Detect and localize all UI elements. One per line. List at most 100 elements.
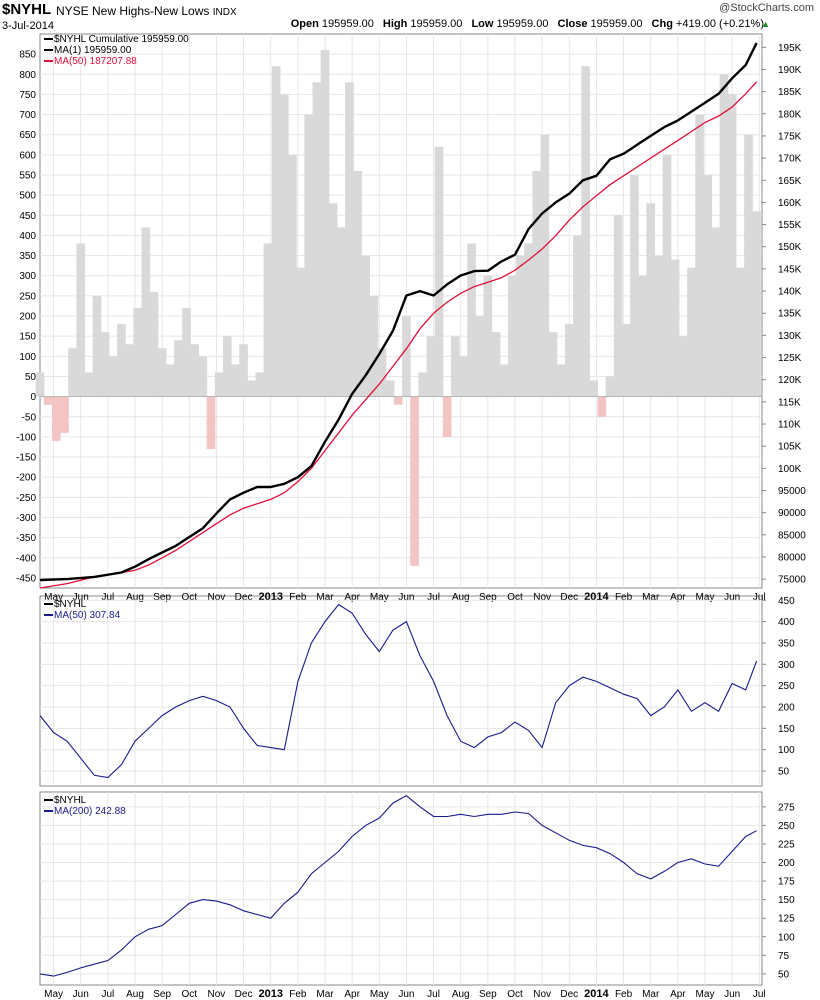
nyhl-bar bbox=[450, 336, 460, 397]
right-tick-label: 450 bbox=[778, 596, 795, 607]
nyhl-bar bbox=[182, 307, 191, 397]
quote-summary: Open 195959.00 High 195959.00 Low 195959.00… bbox=[285, 18, 764, 30]
nyhl-bar bbox=[540, 134, 550, 397]
nyhl-bar bbox=[442, 396, 452, 437]
right-tick-label: 100 bbox=[778, 932, 795, 943]
nyhl-bar bbox=[581, 66, 590, 397]
x-tick-label: Jun bbox=[398, 989, 414, 1000]
right-tick-label: 250 bbox=[778, 821, 795, 832]
x-tick-label: 2013 bbox=[258, 988, 282, 1000]
x-tick-label: Sep bbox=[479, 592, 497, 603]
right-tick-label: 85000 bbox=[778, 530, 806, 541]
nyhl-bar bbox=[125, 344, 134, 397]
nyhl-bar bbox=[630, 175, 639, 397]
right-tick-label: 170K bbox=[778, 154, 802, 165]
x-tick-label: Aug bbox=[126, 989, 144, 1000]
open-value: 195959.00 bbox=[321, 18, 374, 30]
right-tick-label: 50 bbox=[778, 969, 790, 980]
nyhl-bar bbox=[752, 211, 761, 397]
x-tick-label: Dec bbox=[235, 989, 253, 1000]
nyhl-bar bbox=[516, 255, 525, 397]
nyhl-bar bbox=[304, 114, 314, 397]
nyhl-bar bbox=[271, 66, 281, 397]
x-tick-label: Mar bbox=[642, 592, 660, 603]
x-tick-label: Jul bbox=[427, 592, 440, 603]
chg-value: +419.00 (+0.21%) bbox=[675, 18, 764, 30]
right-tick-label: 80000 bbox=[778, 552, 806, 563]
nyhl-bar bbox=[711, 227, 721, 397]
left-tick-label: 250 bbox=[19, 291, 36, 302]
x-tick-label: Nov bbox=[533, 989, 551, 1000]
left-tick-label: -50 bbox=[22, 412, 37, 423]
nyhl-bar bbox=[703, 175, 713, 397]
right-tick-label: 105K bbox=[778, 442, 802, 453]
x-tick-label: Feb bbox=[615, 989, 633, 1000]
nyhl-bar bbox=[638, 275, 647, 397]
left-tick-label: -100 bbox=[16, 432, 36, 443]
nyhl-bar bbox=[507, 275, 517, 397]
legend-label: $NYHL bbox=[54, 599, 87, 610]
nyhl-bar bbox=[108, 356, 118, 397]
nyhl-bar bbox=[719, 74, 729, 397]
x-tick-label: Dec bbox=[560, 592, 578, 603]
nyhl-bar bbox=[369, 295, 379, 397]
right-tick-label: 400 bbox=[778, 617, 795, 628]
nyhl-bar bbox=[174, 340, 183, 397]
right-tick-label: 200 bbox=[778, 703, 795, 714]
nyhl-bar bbox=[336, 227, 346, 397]
x-tick-label: Feb bbox=[289, 592, 307, 603]
x-tick-label: Oct bbox=[182, 592, 198, 603]
right-tick-label: 125 bbox=[778, 914, 795, 925]
left-tick-label: 200 bbox=[19, 312, 36, 323]
x-tick-label: Apr bbox=[670, 592, 686, 603]
nyhl-bar bbox=[117, 324, 126, 397]
left-tick-label: 550 bbox=[19, 171, 36, 182]
right-tick-label: 150K bbox=[778, 242, 802, 253]
nyhl-bar bbox=[328, 203, 338, 397]
right-tick-label: 75000 bbox=[778, 575, 806, 586]
x-tick-label: Sep bbox=[153, 592, 171, 603]
nyhl-bar bbox=[410, 396, 419, 566]
symbol: $NYHL bbox=[2, 1, 52, 18]
nyhl-bar bbox=[467, 243, 476, 397]
nyhl-bar bbox=[556, 364, 566, 397]
x-tick-label: Jun bbox=[724, 989, 740, 1000]
nyhl-bar bbox=[621, 324, 631, 397]
x-tick-label: Nov bbox=[208, 592, 226, 603]
low-value: 195959.00 bbox=[496, 18, 549, 30]
left-tick-label: -250 bbox=[16, 493, 36, 504]
nyhl-bar bbox=[222, 336, 232, 397]
nyhl-bar bbox=[288, 154, 297, 397]
nyhl-bar bbox=[68, 348, 77, 397]
nyhl-bar bbox=[320, 50, 330, 397]
x-tick-label: Feb bbox=[289, 989, 307, 1000]
right-tick-label: 180K bbox=[778, 109, 802, 120]
index-name-text: NYSE New Highs-New Lows bbox=[56, 4, 210, 18]
x-tick-label: Jul bbox=[753, 592, 766, 603]
high-value: 195959.00 bbox=[410, 18, 463, 30]
left-tick-label: 0 bbox=[30, 392, 36, 403]
nyhl-bar bbox=[255, 372, 265, 397]
x-tick-label: 2014 bbox=[584, 988, 609, 1000]
nyhl-bar bbox=[597, 396, 607, 417]
nyhl-bar bbox=[475, 316, 485, 397]
nyhl-bar bbox=[100, 332, 110, 397]
nyhl-bar bbox=[434, 146, 444, 397]
x-tick-label: Feb bbox=[615, 592, 633, 603]
nyhl-bar bbox=[263, 243, 273, 397]
nyhl-bar bbox=[165, 364, 175, 397]
left-tick-label: 500 bbox=[19, 191, 36, 202]
x-tick-label: May bbox=[696, 592, 715, 603]
right-tick-label: 175K bbox=[778, 131, 802, 142]
right-tick-label: 155K bbox=[778, 220, 802, 231]
nyhl-bar bbox=[149, 291, 159, 397]
x-tick-label: Jul bbox=[101, 592, 114, 603]
right-tick-label: 115K bbox=[778, 397, 801, 408]
nyhl-bar bbox=[589, 380, 599, 397]
nyhl-bar bbox=[491, 332, 501, 397]
nyhl-bar bbox=[51, 396, 61, 441]
right-tick-label: 250 bbox=[778, 681, 795, 692]
right-tick-label: 190K bbox=[778, 65, 802, 76]
stockcharts-credit: @StockCharts.com bbox=[719, 2, 814, 14]
right-tick-label: 135K bbox=[778, 309, 802, 320]
